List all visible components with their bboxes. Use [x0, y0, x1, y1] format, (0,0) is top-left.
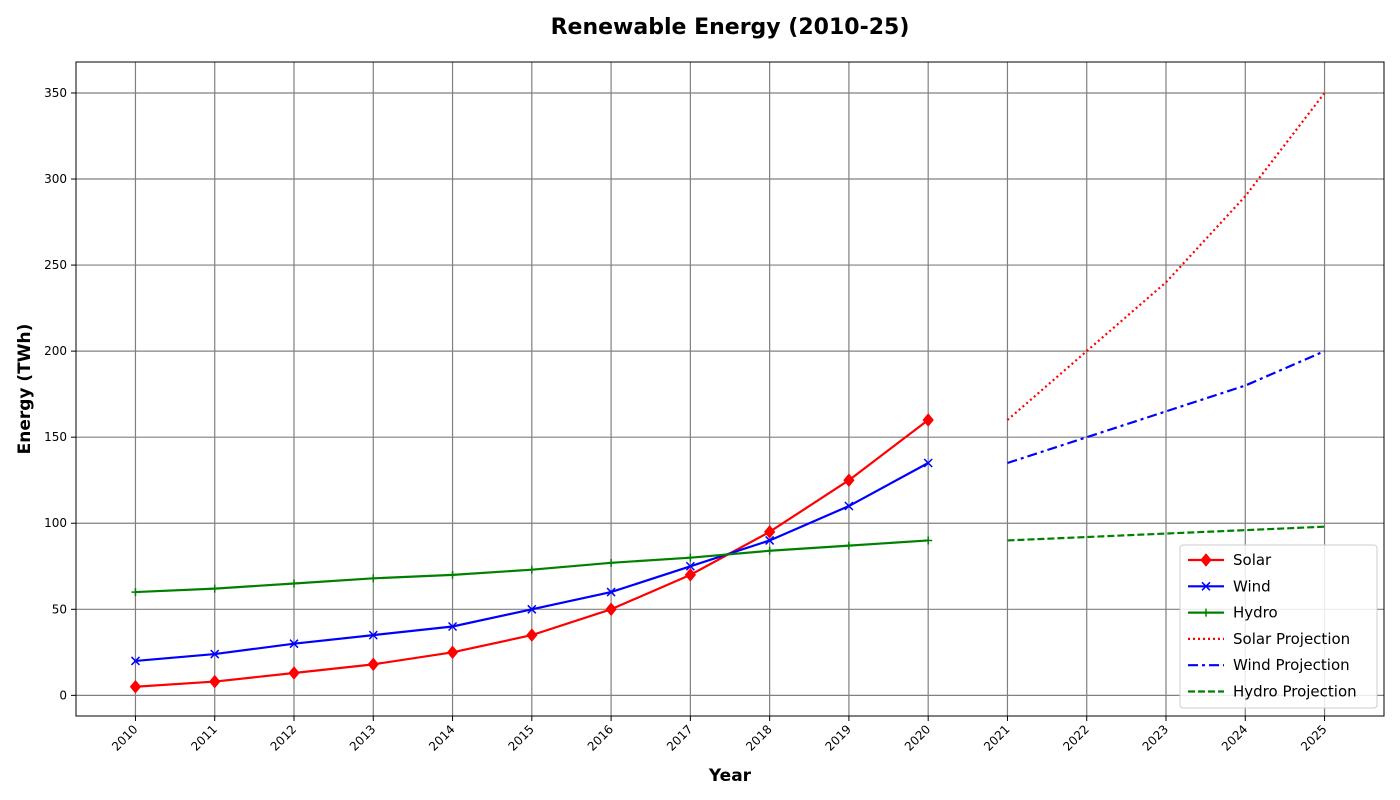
data-point-solar — [129, 679, 142, 694]
data-point-hydro — [844, 541, 853, 550]
grid — [76, 62, 1384, 716]
data-point-solar — [367, 657, 379, 672]
y-tick-label: 50 — [52, 602, 67, 616]
data-point-wind — [448, 621, 458, 632]
data-point-hydro — [527, 565, 536, 574]
y-tick-label: 0 — [59, 688, 67, 702]
y-tick-label: 300 — [44, 172, 67, 186]
legend-box — [1179, 544, 1378, 709]
data-point-hydro — [765, 546, 774, 555]
x-tick-label: 2022 — [1060, 722, 1091, 753]
chart-title: Renewable Energy (2010-25) — [551, 15, 910, 40]
series-layer — [129, 92, 1326, 694]
data-point-wind — [210, 649, 220, 659]
data-point-solar — [446, 645, 459, 660]
series-solar-projection — [1006, 92, 1326, 421]
x-tick-label: 2020 — [902, 722, 933, 753]
data-point-solar — [684, 568, 697, 582]
data-point-wind — [289, 639, 299, 649]
data-point-hydro — [290, 579, 298, 588]
x-tick-label: 2023 — [1140, 722, 1171, 753]
data-point-wind — [923, 458, 933, 468]
legend-label-wind: Wind — [1233, 577, 1271, 595]
data-point-solar — [526, 628, 538, 642]
data-point-hydro — [686, 553, 695, 562]
data-point-solar — [209, 674, 221, 689]
data-point-solar — [843, 473, 855, 487]
legend-marker-hydro — [1202, 608, 1210, 617]
y-axis: 0 50 100 150 200 250 300 350 — [44, 86, 76, 702]
data-point-solar — [763, 525, 776, 539]
data-point-wind — [685, 561, 695, 571]
data-point-solar — [288, 666, 300, 680]
x-axis: 2010 2011 2012 2013 2014 2015 2016 2017 2018 2019… — [109, 716, 1330, 754]
plot-frame — [75, 61, 1385, 717]
series-wind — [130, 458, 933, 666]
data-point-hydro — [924, 536, 933, 545]
legend-label-solar-projection: Solar Projection — [1233, 630, 1350, 648]
data-point-hydro — [369, 574, 378, 583]
data-point-hydro — [607, 558, 616, 567]
data-point-wind — [130, 656, 140, 666]
series-line-wind-projection — [1007, 350, 1325, 465]
y-tick-label: 200 — [44, 344, 67, 358]
data-point-hydro — [210, 584, 219, 593]
y-tick-label: 100 — [44, 516, 67, 530]
legend-label-hydro: Hydro — [1233, 604, 1278, 622]
data-point-solar — [922, 413, 934, 427]
x-tick-label: 2019 — [823, 722, 854, 753]
x-tick-label: 2010 — [109, 722, 140, 753]
legend: Solar Wind Hydro Solar Projection Wind Proje… — [1179, 544, 1378, 709]
series-solar — [129, 413, 934, 694]
data-point-wind — [765, 535, 775, 545]
y-tick-label: 150 — [44, 430, 67, 444]
x-tick-label: 2013 — [347, 722, 378, 753]
y-tick-label: 350 — [44, 86, 67, 100]
x-tick-label: 2016 — [585, 722, 616, 753]
series-wind-projection — [1007, 350, 1325, 465]
series-hydro-projection — [1007, 525, 1325, 542]
y-axis-label: Energy (TWh) — [15, 324, 35, 455]
x-tick-label: 2011 — [188, 722, 219, 753]
data-point-hydro — [131, 588, 140, 597]
data-point-wind — [368, 630, 378, 640]
data-point-wind — [844, 501, 854, 511]
data-point-hydro — [448, 570, 457, 579]
data-point-solar — [605, 602, 617, 617]
legend-marker-solar — [1200, 553, 1212, 567]
y-tick-label: 250 — [44, 258, 67, 272]
x-tick-label: 2021 — [981, 722, 1012, 753]
series-line-solar-projection — [1006, 92, 1326, 421]
x-axis-label: Year — [708, 766, 752, 786]
x-tick-label: 2018 — [743, 722, 774, 753]
data-point-wind — [606, 587, 616, 597]
x-tick-label: 2015 — [505, 722, 536, 753]
series-hydro — [131, 536, 933, 597]
x-tick-label: 2012 — [268, 722, 299, 753]
legend-label-solar: Solar — [1233, 551, 1272, 569]
x-tick-label: 2024 — [1219, 722, 1250, 753]
data-point-wind — [527, 604, 537, 614]
legend-label-hydro-projection: Hydro Projection — [1233, 683, 1357, 701]
x-tick-label: 2014 — [426, 722, 457, 753]
legend-marker-wind — [1201, 581, 1211, 591]
legend-label-wind-projection: Wind Projection — [1233, 656, 1350, 674]
x-tick-label: 2017 — [664, 722, 695, 753]
x-tick-label: 2025 — [1298, 722, 1329, 753]
series-line-hydro-projection — [1007, 525, 1325, 542]
